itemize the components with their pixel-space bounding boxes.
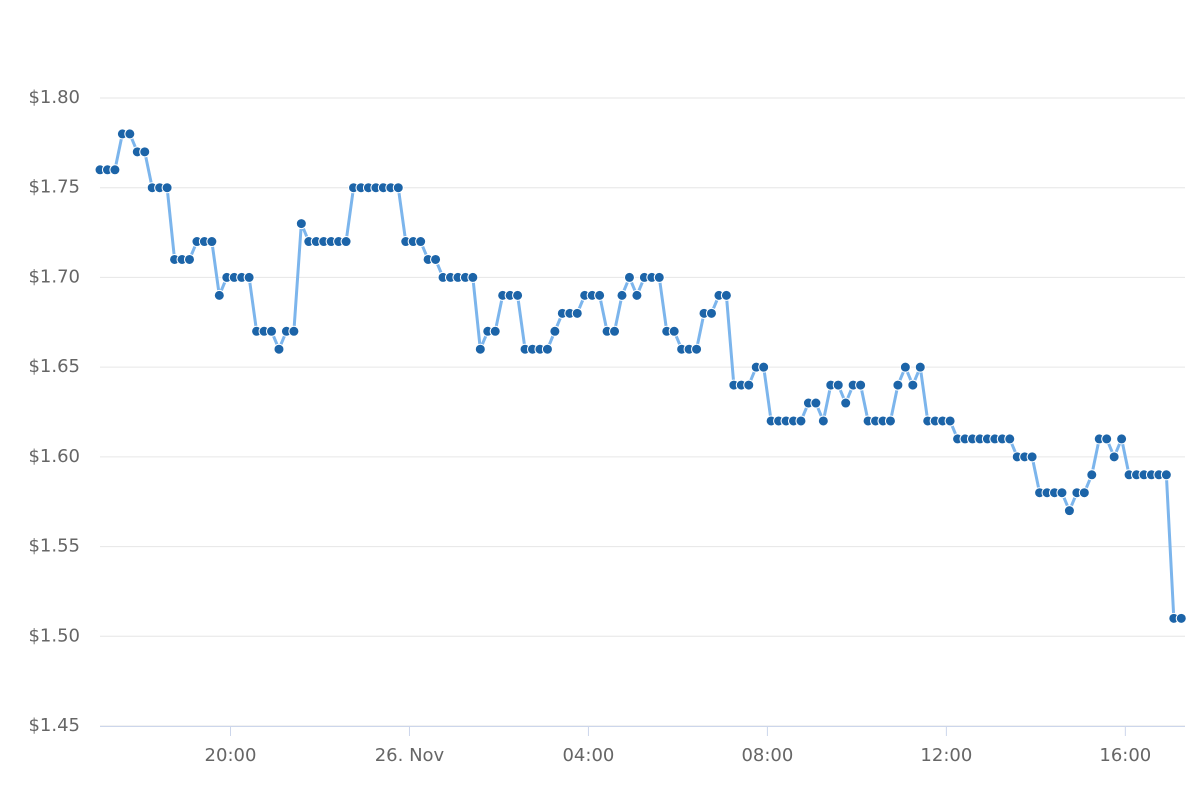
data-point [1101, 433, 1113, 445]
data-point [1108, 451, 1120, 463]
data-point [549, 325, 561, 337]
data-point [541, 343, 553, 355]
data-point [109, 164, 121, 176]
data-point [183, 253, 195, 265]
data-point [691, 343, 703, 355]
data-point [817, 415, 829, 427]
data-point [944, 415, 956, 427]
data-point [571, 307, 583, 319]
data-point [705, 307, 717, 319]
data-point [855, 379, 867, 391]
data-point [616, 289, 628, 301]
data-point [288, 325, 300, 337]
y-tick-label: $1.55 [28, 536, 80, 557]
data-point [295, 218, 307, 230]
data-point [1175, 612, 1187, 624]
x-tick-label: 12:00 [920, 745, 972, 766]
data-point [1026, 451, 1038, 463]
data-point [124, 128, 136, 140]
data-point [892, 379, 904, 391]
data-point [415, 236, 427, 248]
data-point [243, 271, 255, 283]
data-point [899, 361, 911, 373]
y-tick-label: $1.65 [28, 356, 80, 377]
data-point [810, 397, 822, 409]
data-point [474, 343, 486, 355]
x-tick-label: 04:00 [562, 745, 614, 766]
data-point [266, 325, 278, 337]
data-point [340, 236, 352, 248]
data-point [907, 379, 919, 391]
y-tick-label: $1.70 [28, 266, 80, 287]
data-point [668, 325, 680, 337]
data-point [653, 271, 665, 283]
data-point [795, 415, 807, 427]
y-tick-label: $1.50 [28, 625, 80, 646]
y-tick-label: $1.45 [28, 715, 80, 736]
data-point [623, 271, 635, 283]
series-line [100, 132, 1182, 620]
data-point [1116, 433, 1128, 445]
data-point [720, 289, 732, 301]
data-point [1086, 469, 1098, 481]
data-point [1004, 433, 1016, 445]
data-point [206, 236, 218, 248]
data-point [884, 415, 896, 427]
data-point [1160, 469, 1172, 481]
data-point [430, 253, 442, 265]
data-point [840, 397, 852, 409]
y-tick-label: $1.80 [28, 87, 80, 108]
data-point [594, 289, 606, 301]
data-point [914, 361, 926, 373]
data-point [392, 182, 404, 194]
data-point [161, 182, 173, 194]
data-point [609, 325, 621, 337]
x-tick-label: 20:00 [205, 745, 257, 766]
data-point [1063, 505, 1075, 517]
data-point [758, 361, 770, 373]
data-point [1078, 487, 1090, 499]
data-point [832, 379, 844, 391]
x-tick-label: 26. Nov [375, 745, 445, 766]
data-point [467, 271, 479, 283]
data-point [213, 289, 225, 301]
y-tick-label: $1.75 [28, 177, 80, 198]
data-point [139, 146, 151, 158]
data-point [1056, 487, 1068, 499]
y-tick-label: $1.60 [28, 446, 80, 467]
data-point [489, 325, 501, 337]
data-point [631, 289, 643, 301]
x-tick-label: 08:00 [741, 745, 793, 766]
x-tick-label: 16:00 [1099, 745, 1151, 766]
data-point [512, 289, 524, 301]
data-point [273, 343, 285, 355]
data-point [743, 379, 755, 391]
